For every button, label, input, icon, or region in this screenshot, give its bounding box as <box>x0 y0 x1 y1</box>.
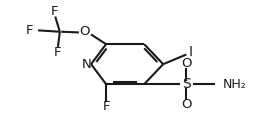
Text: F: F <box>53 46 61 59</box>
Text: O: O <box>181 57 191 70</box>
Text: I: I <box>188 45 192 59</box>
Text: O: O <box>79 25 89 38</box>
Text: S: S <box>182 77 191 91</box>
Text: F: F <box>102 100 110 113</box>
Text: F: F <box>26 24 34 37</box>
Text: NH₂: NH₂ <box>223 78 247 91</box>
Text: N: N <box>81 58 91 71</box>
Text: O: O <box>181 98 191 111</box>
Text: F: F <box>51 5 58 18</box>
